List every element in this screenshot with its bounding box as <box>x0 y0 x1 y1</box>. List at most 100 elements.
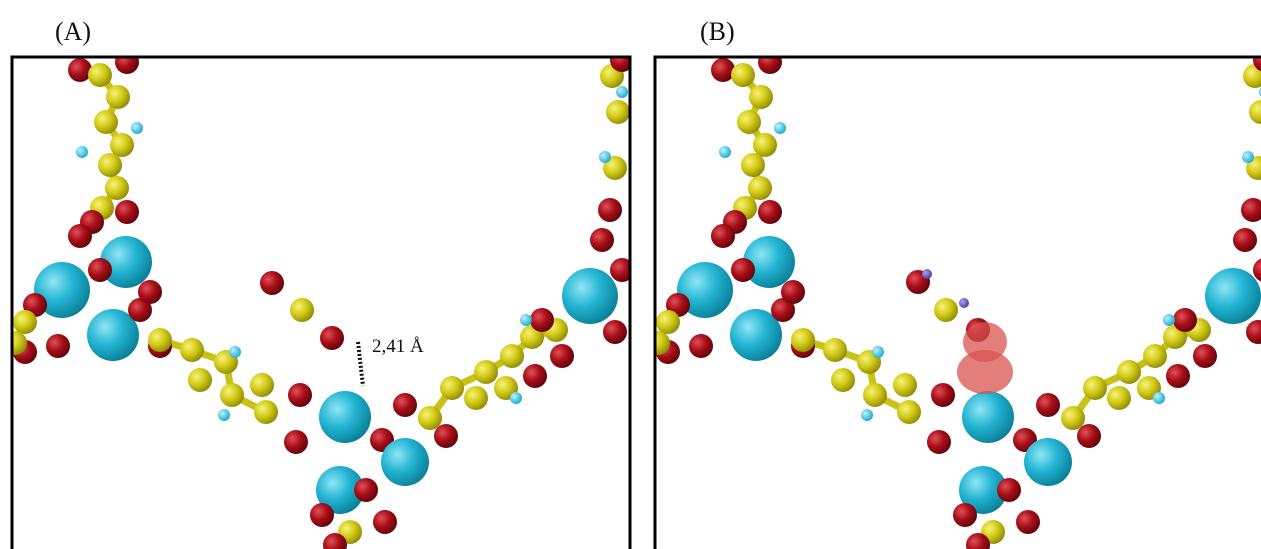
atom <box>148 328 172 352</box>
atom <box>180 338 204 362</box>
atom <box>1233 228 1257 252</box>
atom <box>861 409 873 421</box>
atom <box>220 383 244 407</box>
atom <box>110 133 134 157</box>
atom <box>753 133 777 157</box>
atom <box>138 280 162 304</box>
atom <box>731 63 755 87</box>
atom <box>373 510 397 534</box>
atom <box>823 338 847 362</box>
atom <box>1241 198 1261 222</box>
atom <box>319 391 371 443</box>
distance-label: 2,41 Å <box>372 336 424 357</box>
atom <box>997 478 1021 502</box>
atom <box>94 110 118 134</box>
atom <box>758 200 782 224</box>
atom <box>500 344 524 368</box>
atom <box>115 50 139 74</box>
atom <box>434 424 458 448</box>
atom <box>3 331 27 355</box>
atom <box>1061 406 1085 430</box>
atom <box>1083 376 1107 400</box>
atom <box>590 228 614 252</box>
atom <box>711 224 735 248</box>
atom <box>88 258 112 282</box>
atom <box>934 298 958 322</box>
atom <box>393 393 417 417</box>
atom <box>550 344 574 368</box>
atom <box>520 314 532 326</box>
atom <box>530 308 554 332</box>
atom <box>1077 424 1101 448</box>
atom <box>1166 364 1190 388</box>
atom <box>1205 268 1261 324</box>
atom <box>893 373 917 397</box>
figure: (A) (B) 2,41 Å <box>0 0 1261 549</box>
atom <box>474 360 498 384</box>
atom <box>284 430 308 454</box>
atom <box>290 298 314 322</box>
atom <box>922 269 932 279</box>
atom <box>737 110 761 134</box>
atom <box>656 310 680 334</box>
panel-label: (B) <box>700 17 735 46</box>
atom <box>1016 510 1040 534</box>
atom <box>68 58 92 82</box>
atom <box>510 392 522 404</box>
atom <box>68 224 92 248</box>
atom <box>464 386 488 410</box>
atom <box>953 503 977 527</box>
atom <box>1107 386 1131 410</box>
atom <box>354 478 378 502</box>
atom <box>1117 360 1141 384</box>
atom <box>931 383 955 407</box>
distance-marker <box>358 342 363 386</box>
atom <box>562 268 618 324</box>
atom <box>748 176 772 200</box>
atom <box>310 503 334 527</box>
atom <box>288 383 312 407</box>
atom <box>260 271 284 295</box>
atom <box>418 406 442 430</box>
atom <box>791 328 815 352</box>
atom <box>599 151 611 163</box>
atom <box>741 153 765 177</box>
atom <box>863 383 887 407</box>
atom <box>218 409 230 421</box>
atom <box>250 373 274 397</box>
atom <box>1024 438 1072 486</box>
atom <box>598 198 622 222</box>
atom <box>646 331 670 355</box>
atom <box>689 334 713 358</box>
atom <box>758 50 782 74</box>
molecule-panel-b <box>646 48 1261 549</box>
atom <box>959 298 969 308</box>
atom <box>98 153 122 177</box>
atom <box>188 368 212 392</box>
atom <box>1242 151 1254 163</box>
atom <box>131 122 143 134</box>
atom <box>616 86 628 98</box>
atom <box>1246 320 1261 344</box>
atom <box>962 391 1014 443</box>
atom <box>1036 393 1060 417</box>
atom <box>731 258 755 282</box>
atom <box>381 438 429 486</box>
atom <box>1249 100 1261 124</box>
atom <box>76 146 88 158</box>
atom <box>831 368 855 392</box>
atom <box>115 200 139 224</box>
atom <box>603 320 627 344</box>
atom <box>711 58 735 82</box>
atom <box>1163 314 1175 326</box>
atom <box>1193 344 1217 368</box>
molecule-panel-a <box>3 48 634 549</box>
atom <box>781 280 805 304</box>
atom <box>88 63 112 87</box>
density-isosurface <box>957 350 1013 394</box>
atom <box>105 176 129 200</box>
panel-label: (A) <box>55 17 91 46</box>
atom <box>872 346 884 358</box>
atom <box>897 400 921 424</box>
atom <box>927 430 951 454</box>
